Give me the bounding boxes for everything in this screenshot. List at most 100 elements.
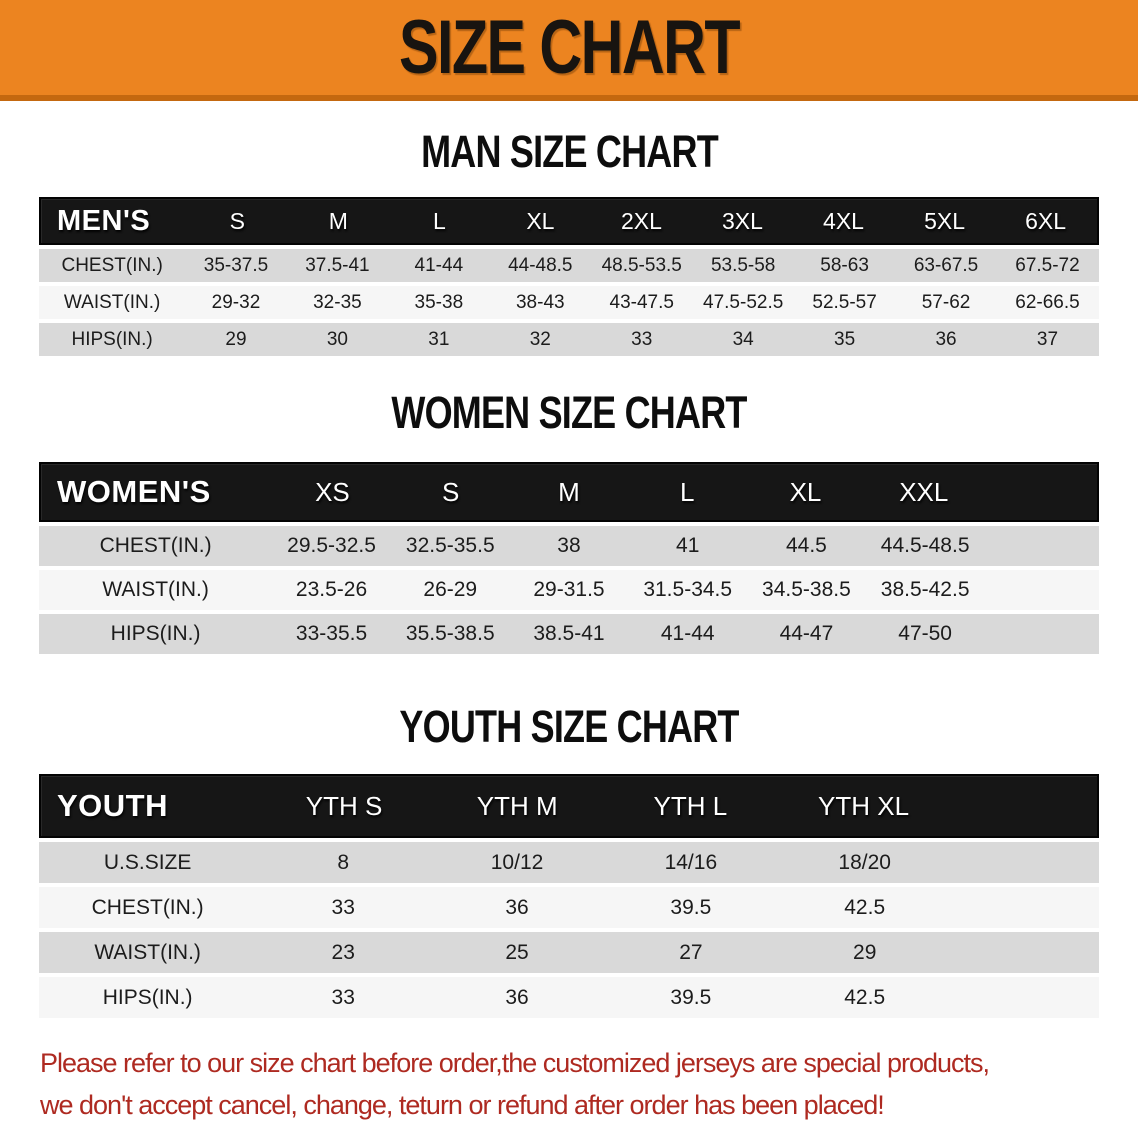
size-value-cell: 44-47 [779, 622, 834, 645]
size-column-header: YTH XL [818, 790, 910, 821]
size-value-cell: 63-67.5 [913, 254, 979, 276]
size-value-cell: 37 [1036, 328, 1059, 350]
size-value-cell: 25 [505, 940, 529, 964]
women-section-title: WOMEN SIZE CHART [0, 388, 1138, 438]
table-row-hips: HIPS(IN.) 33-35.5 35.5-38.5 38.5-41 41-4… [39, 614, 1099, 654]
men-section-title-text: MAN SIZE CHART [420, 126, 719, 177]
size-value-cell: 14/16 [664, 850, 718, 874]
size-value-cell: 41-44 [414, 254, 464, 276]
size-column-header: M [328, 207, 348, 234]
size-value-cell: 33 [331, 895, 355, 919]
size-value-cell: 23.5-26 [295, 578, 368, 601]
size-column-header: YTH S [305, 790, 383, 821]
table-row-hips: HIPS(IN.) 33 36 39.5 42.5 [39, 977, 1099, 1018]
disclaimer-line-2: we don't accept cancel, change, teturn o… [40, 1090, 885, 1120]
size-value-cell: 35.5-38.5 [405, 622, 495, 645]
size-value-cell: 34.5-38.5 [762, 578, 851, 601]
youth-table-header-label: YOUTH [57, 788, 168, 823]
size-column-header: S [229, 207, 245, 234]
size-value-cell: 36 [935, 328, 957, 350]
row-label: WAIST(IN.) [94, 940, 201, 964]
size-value-cell: 39.5 [670, 985, 712, 1009]
size-value-cell: 30 [326, 328, 348, 350]
size-value-cell: 33 [631, 328, 653, 350]
row-label: WAIST(IN.) [102, 578, 209, 601]
size-value-cell: 38-43 [515, 291, 565, 313]
disclaimer-text: Please refer to our size chart before or… [40, 1042, 1138, 1126]
size-column-header: 3XL [722, 207, 763, 234]
women-size-table: WOMEN'S XS S M L XL XXL CHEST(IN.) 29.5-… [39, 462, 1099, 654]
size-value-cell: 37.5-41 [305, 254, 370, 276]
table-row-waist: WAIST(IN.) 29-32 32-35 35-38 38-43 43-47… [39, 286, 1099, 319]
size-value-cell: 34 [732, 328, 754, 350]
size-value-cell: 42.5 [844, 895, 886, 919]
size-value-cell: 41-44 [660, 622, 715, 645]
size-value-cell: 29 [853, 940, 877, 964]
size-value-cell: 35-37.5 [203, 254, 269, 276]
size-value-cell: 36 [505, 895, 529, 919]
table-row-waist: WAIST(IN.) 23 25 27 29 [39, 932, 1099, 973]
size-value-cell: 42.5 [844, 985, 886, 1009]
row-label: CHEST(IN.) [99, 534, 212, 557]
size-column-header: XL [789, 476, 822, 507]
size-value-cell: 29.5-32.5 [287, 534, 376, 557]
size-value-cell: 38.5-42.5 [880, 578, 970, 601]
table-row-chest: CHEST(IN.) 29.5-32.5 32.5-35.5 38 41 44.… [39, 526, 1099, 566]
table-row-chest: CHEST(IN.) 35-37.5 37.5-41 41-44 44-48.5… [39, 249, 1099, 282]
table-row-waist: WAIST(IN.) 23.5-26 26-29 29-31.5 31.5-34… [39, 570, 1099, 610]
size-value-cell: 31 [428, 328, 450, 350]
size-value-cell: 47.5-52.5 [703, 291, 784, 313]
size-column-header: L [680, 476, 695, 507]
size-column-header: YTH L [653, 790, 728, 821]
table-row-chest: CHEST(IN.) 33 36 39.5 42.5 [39, 887, 1099, 928]
youth-section-title-text: YOUTH SIZE CHART [399, 701, 739, 752]
men-size-table: MEN'S S M L XL 2XL 3XL 4XL 5XL 6XL CHEST… [39, 197, 1099, 356]
size-column-header: M [558, 476, 580, 507]
size-value-cell: 41 [676, 534, 700, 557]
size-value-cell: 35 [834, 328, 856, 350]
row-label: U.S.SIZE [103, 850, 192, 874]
table-row-hips: HIPS(IN.) 29 30 31 32 33 34 35 36 37 [39, 323, 1099, 356]
size-column-header: XXL [899, 476, 949, 507]
size-column-header: XL [526, 207, 555, 234]
youth-size-table: YOUTH YTH S YTH M YTH L YTH XL U.S.SIZE … [39, 774, 1099, 1018]
size-value-cell: 57-62 [921, 291, 971, 313]
size-value-cell: 10/12 [490, 850, 544, 874]
size-value-cell: 48.5-53.5 [601, 254, 682, 276]
size-value-cell: 39.5 [670, 895, 712, 919]
size-value-cell: 29-32 [211, 291, 261, 313]
row-label: WAIST(IN.) [63, 291, 161, 313]
size-column-header: 6XL [1025, 207, 1067, 234]
size-value-cell: 47-50 [898, 622, 952, 645]
youth-section-title: YOUTH SIZE CHART [0, 702, 1138, 752]
size-value-cell: 23 [331, 940, 355, 964]
size-column-header: 5XL [924, 207, 966, 234]
size-value-cell: 52.5-57 [812, 291, 877, 313]
size-value-cell: 53.5-58 [710, 254, 776, 276]
size-column-header: 2XL [620, 207, 662, 234]
size-value-cell: 33-35.5 [295, 622, 368, 645]
size-value-cell: 8 [337, 850, 350, 874]
size-value-cell: 43-47.5 [609, 291, 674, 313]
size-column-header: 4XL [823, 207, 864, 234]
size-value-cell: 67.5-72 [1015, 254, 1080, 276]
size-value-cell: 38 [557, 534, 581, 557]
size-column-header: YTH M [476, 790, 558, 821]
size-column-header: XS [315, 476, 350, 507]
size-value-cell: 44-48.5 [508, 254, 573, 276]
size-value-cell: 29 [225, 328, 247, 350]
size-chart-banner: SIZE CHART [0, 0, 1138, 101]
size-column-header: S [442, 476, 460, 507]
row-label: HIPS(IN.) [71, 328, 153, 350]
row-label: CHEST(IN.) [91, 895, 204, 919]
size-value-cell: 44.5 [785, 534, 827, 557]
men-section-title: MAN SIZE CHART [0, 127, 1138, 177]
row-label: HIPS(IN.) [110, 622, 201, 645]
size-value-cell: 38.5-41 [533, 622, 605, 645]
women-table-header-row: WOMEN'S XS S M L XL XXL [39, 462, 1099, 522]
row-label: HIPS(IN.) [102, 985, 193, 1009]
size-column-header: L [432, 207, 446, 234]
youth-table-header-row: YOUTH YTH S YTH M YTH L YTH XL [39, 774, 1099, 838]
disclaimer-line-1: Please refer to our size chart before or… [40, 1048, 990, 1078]
banner-title: SIZE CHART [398, 5, 741, 90]
